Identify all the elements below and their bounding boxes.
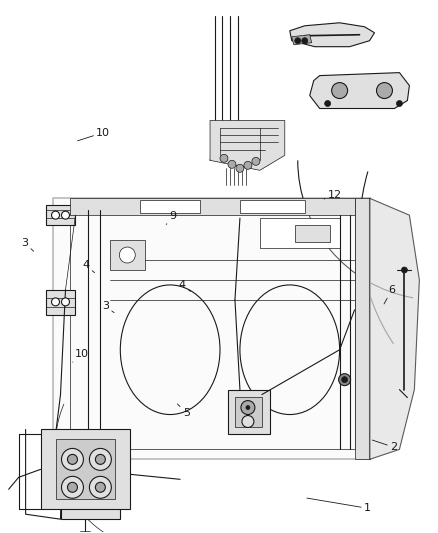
Polygon shape [60, 504, 120, 519]
Circle shape [325, 101, 331, 107]
Circle shape [95, 482, 106, 492]
Text: 4: 4 [82, 261, 95, 273]
Circle shape [61, 211, 70, 219]
Circle shape [396, 101, 403, 107]
Polygon shape [240, 200, 305, 213]
Circle shape [342, 377, 348, 383]
Circle shape [220, 155, 228, 163]
Text: 3: 3 [102, 301, 114, 313]
Text: 12: 12 [324, 190, 342, 200]
Polygon shape [292, 35, 312, 45]
Polygon shape [46, 290, 75, 315]
Polygon shape [370, 198, 419, 459]
Circle shape [119, 247, 135, 263]
Polygon shape [228, 390, 270, 434]
Polygon shape [295, 225, 330, 242]
Circle shape [244, 161, 252, 169]
Circle shape [67, 482, 78, 492]
Polygon shape [53, 198, 370, 459]
Polygon shape [56, 439, 115, 499]
Circle shape [332, 83, 348, 99]
Text: 1: 1 [307, 498, 371, 513]
Circle shape [302, 38, 308, 44]
Circle shape [52, 211, 60, 219]
Circle shape [89, 477, 111, 498]
Circle shape [61, 448, 83, 470]
Text: 5: 5 [177, 404, 190, 418]
Circle shape [252, 157, 260, 165]
Circle shape [236, 164, 244, 172]
Circle shape [67, 455, 78, 464]
Circle shape [61, 298, 70, 306]
Polygon shape [210, 120, 285, 171]
Polygon shape [46, 205, 75, 225]
Circle shape [339, 374, 350, 385]
Text: 10: 10 [73, 349, 88, 362]
Circle shape [95, 455, 106, 464]
Text: 6: 6 [384, 285, 395, 304]
Polygon shape [290, 23, 374, 47]
Polygon shape [140, 200, 200, 213]
Polygon shape [235, 397, 262, 427]
Text: 10: 10 [78, 127, 110, 141]
Text: 9: 9 [166, 211, 177, 224]
Polygon shape [260, 218, 339, 248]
Circle shape [242, 416, 254, 427]
Circle shape [401, 267, 407, 273]
Polygon shape [110, 240, 145, 270]
Circle shape [241, 401, 255, 415]
Circle shape [61, 477, 83, 498]
Polygon shape [41, 430, 130, 509]
Circle shape [89, 448, 111, 470]
Circle shape [246, 406, 250, 409]
Text: 3: 3 [21, 238, 34, 251]
Circle shape [228, 160, 236, 168]
Text: 4: 4 [178, 280, 191, 292]
Circle shape [377, 83, 392, 99]
Polygon shape [310, 72, 410, 109]
Circle shape [52, 298, 60, 306]
Polygon shape [355, 198, 370, 459]
Polygon shape [71, 198, 355, 215]
Circle shape [295, 38, 301, 44]
Text: 2: 2 [372, 440, 397, 452]
